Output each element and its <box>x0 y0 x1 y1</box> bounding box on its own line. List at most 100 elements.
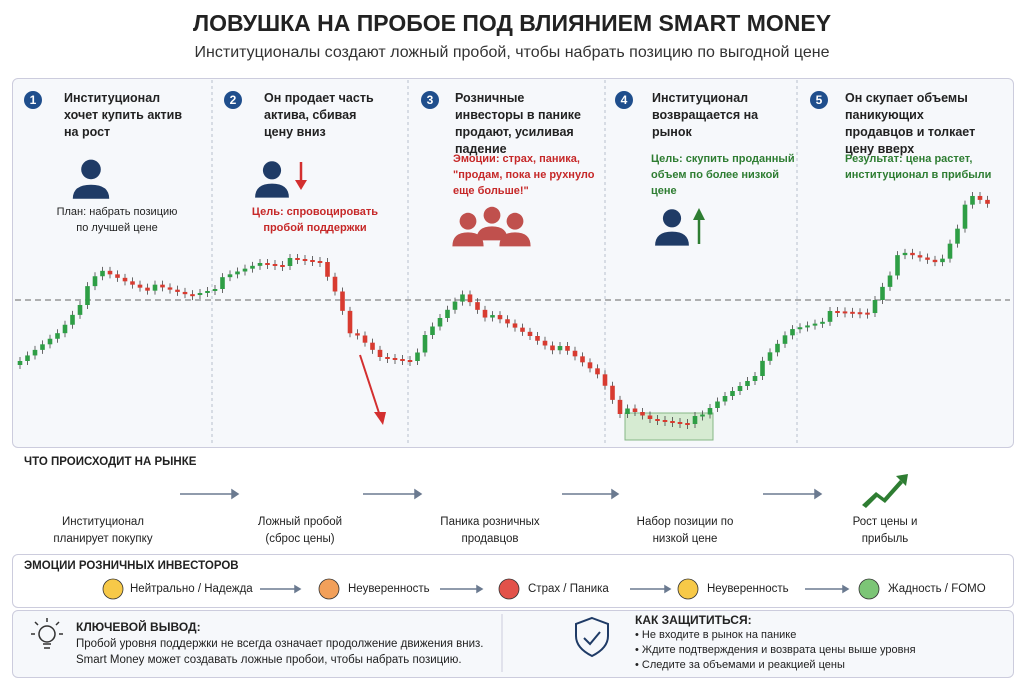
candle-body <box>617 399 623 414</box>
candle-body <box>100 270 105 277</box>
candle-body <box>32 349 38 356</box>
candle-body <box>482 309 488 318</box>
candle-body <box>475 302 480 310</box>
step-text: Институционал хочет купить актив на рост <box>64 91 183 139</box>
candle-body <box>265 263 270 265</box>
drop-arrow <box>359 354 381 417</box>
candle-body <box>655 419 660 421</box>
candle-body <box>362 335 368 343</box>
candle-body <box>130 281 135 285</box>
candle-body <box>542 340 548 346</box>
candle-body <box>287 258 293 266</box>
candle-body <box>895 255 900 276</box>
candle-body <box>625 408 630 414</box>
candle-body <box>917 255 923 258</box>
step-text: Он продает часть актива, сбивая цену вни… <box>264 91 374 139</box>
candle-body <box>850 311 855 314</box>
candle-body <box>347 310 353 334</box>
candle-body <box>745 381 750 386</box>
candle-body <box>557 346 563 351</box>
candle-body <box>842 311 848 314</box>
candle-body <box>707 408 713 415</box>
candle-body <box>512 323 518 328</box>
candle-body <box>535 336 540 341</box>
person-icon <box>452 232 484 247</box>
subtitle: Институционалы создают ложный пробой, чт… <box>194 44 830 61</box>
candle-body <box>520 327 525 332</box>
emotions-title: ЭМОЦИИ РОЗНИЧНЫХ ИНВЕСТОРОВ <box>24 560 239 572</box>
candle-body <box>295 258 300 260</box>
candle-body <box>370 342 375 350</box>
candle-body <box>790 329 795 336</box>
candle-body <box>137 284 143 288</box>
candle-body <box>910 252 915 256</box>
person-icon <box>81 159 101 180</box>
candle-body <box>925 257 930 260</box>
person-icon <box>655 231 689 246</box>
candle-body <box>820 321 825 324</box>
drop-arrow-head <box>374 412 386 425</box>
emotion-item: Неуверенность <box>707 583 789 595</box>
candle-body <box>887 275 893 287</box>
market-section <box>12 450 1012 550</box>
candle-body <box>190 294 195 297</box>
accumulation-zone <box>624 412 714 441</box>
candle-body <box>92 276 98 287</box>
emotion-item: Нейтрально / Надежда <box>130 583 253 595</box>
market-item: Набор позиции по низкой цене <box>636 516 734 545</box>
candle-body <box>587 362 593 369</box>
candle-body <box>400 359 405 361</box>
candle-body <box>85 286 90 305</box>
candle-body <box>257 263 263 266</box>
person-icon <box>483 206 501 224</box>
candle-body <box>235 271 240 275</box>
person-icon <box>459 212 477 230</box>
emotion-item: Страх / Паника <box>528 583 609 595</box>
step-note: Эмоции: страх, паника, "продам, пока не … <box>453 153 595 197</box>
candle-body <box>205 291 210 293</box>
steps-panel <box>12 78 1014 448</box>
candle-body <box>430 326 435 335</box>
candle-body <box>122 277 128 282</box>
candle-body <box>407 360 413 362</box>
candle-body <box>272 264 278 266</box>
candle-body <box>212 289 218 291</box>
down-arrow <box>295 180 307 190</box>
candle-body <box>25 355 30 361</box>
candle-body <box>167 287 173 290</box>
step-text: Он скупает объемы паникующих продавцов и… <box>845 91 976 156</box>
market-item: Ложный пробой (сброс цены) <box>257 516 343 545</box>
candle-body <box>670 421 675 423</box>
candle-body <box>857 312 863 315</box>
person-icon <box>506 212 524 230</box>
emotion-item: Неуверенность <box>348 583 430 595</box>
candle-body <box>902 252 908 256</box>
step-note: Цель: спровоцировать пробой поддержки <box>251 206 379 234</box>
takeaway-line: Пробой уровня поддержки не всегда означа… <box>76 638 484 650</box>
candle-body <box>452 301 458 310</box>
candle-body <box>985 199 990 204</box>
candle-body <box>797 327 803 330</box>
protect-item: • Следите за объемами и реакцией цены <box>635 659 845 671</box>
takeaway-title: КЛЮЧЕВОЙ ВЫВОД: <box>76 620 201 634</box>
candle-body <box>415 352 420 361</box>
candle-body <box>572 350 578 357</box>
candle-body <box>310 260 315 262</box>
candle-body <box>437 318 443 327</box>
candle-body <box>812 323 818 326</box>
candle-body <box>302 259 308 261</box>
market-item: Институционал планирует покупку <box>53 516 153 545</box>
candle-body <box>715 401 720 408</box>
step-number: 1 <box>24 91 42 109</box>
candle-body <box>932 259 938 263</box>
person-icon <box>262 161 282 180</box>
candle-body <box>737 386 743 391</box>
candle-body <box>490 315 495 318</box>
person-icon <box>662 209 682 228</box>
market-item: Рост цены и прибыль <box>852 516 918 545</box>
candle-body <box>422 335 428 353</box>
candle-body <box>107 270 113 275</box>
candle-body <box>602 374 608 386</box>
candle-body <box>70 314 75 325</box>
candle-body <box>280 265 285 267</box>
